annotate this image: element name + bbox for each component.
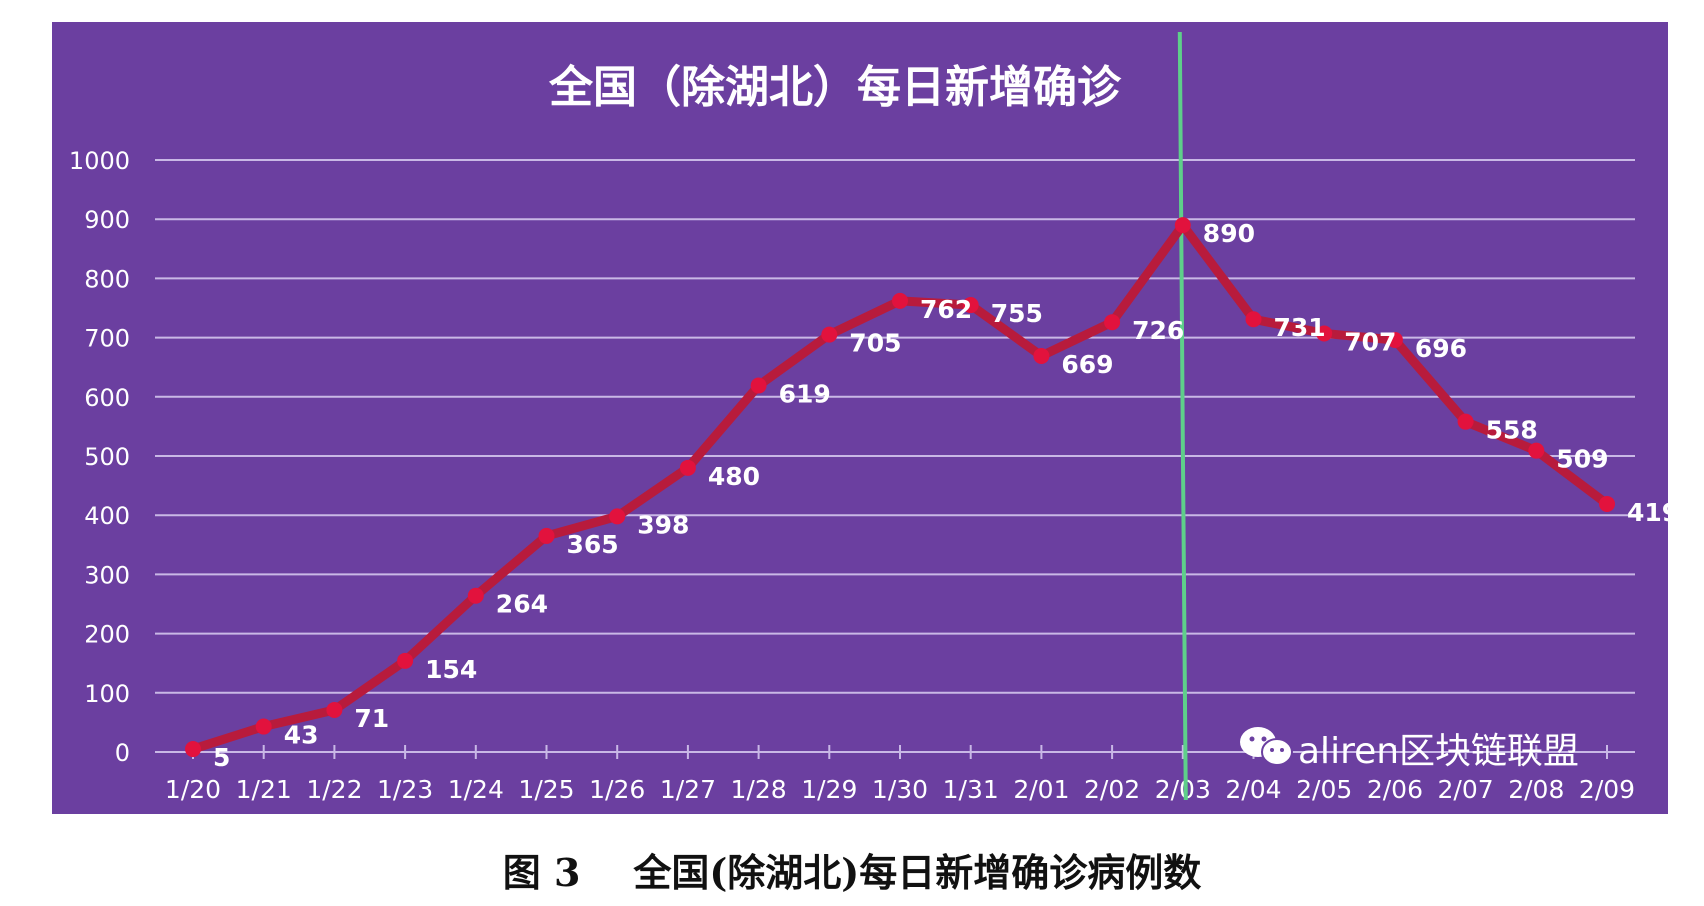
figure-label: 图 3 [502, 850, 581, 895]
data-point [467, 587, 484, 604]
y-tick-label: 1000 [69, 147, 130, 175]
data-label: 509 [1556, 445, 1608, 474]
data-point [892, 292, 908, 309]
x-tick-label: 2/02 [1084, 775, 1140, 804]
y-tick-label: 700 [84, 325, 130, 353]
data-point [538, 527, 555, 544]
figure-caption: 图 3 全国(除湖北)每日新增确诊病例数 [0, 842, 1704, 897]
data-labels: 5 43 71 154 264 365 398 480 619 705 762 755 669 726 89… [213, 219, 1679, 772]
data-label: 43 [284, 721, 319, 750]
data-point [255, 718, 272, 735]
data-label: 365 [567, 530, 619, 559]
vertical-marker-line [1177, 31, 1188, 801]
x-tick-label: 2/03 [1155, 775, 1211, 804]
caption-text: 全国(除湖北)每日新增确诊病例数 [633, 850, 1202, 895]
y-axis-tick-labels: 0 100 200 300 400 500 600 700 800 900 1000 [69, 147, 130, 767]
gridlines [155, 159, 1635, 759]
data-label: 154 [425, 655, 477, 684]
y-tick-label: 0 [115, 739, 130, 767]
data-point [821, 326, 838, 343]
data-point [1386, 331, 1403, 348]
data-label: 890 [1203, 219, 1255, 248]
x-axis-tick-labels: 1/20 1/21 1/22 1/23 1/24 1/25 1/26 1/27 1/28 1/29… [165, 775, 1635, 804]
y-tick-label: 500 [84, 443, 130, 471]
data-label: 755 [991, 299, 1043, 328]
chart-background [52, 22, 1668, 814]
data-point [1599, 495, 1615, 512]
data-label: 398 [637, 510, 689, 539]
data-point [1104, 314, 1121, 331]
data-label: 696 [1415, 334, 1467, 363]
data-point [1033, 347, 1050, 364]
data-label: 5 [213, 743, 230, 772]
chart-title: 全国（除湖北）每日新增确诊 [548, 62, 1122, 113]
x-tick-label: 2/08 [1508, 775, 1564, 804]
x-tick-label: 1/31 [943, 775, 999, 804]
data-label: 619 [779, 380, 831, 409]
data-point [1316, 325, 1333, 342]
x-tick-label: 2/06 [1367, 775, 1423, 804]
x-tick-label: 1/20 [165, 775, 221, 804]
data-point [397, 652, 414, 669]
x-tick-label: 1/28 [731, 775, 787, 804]
x-tick-label: 2/01 [1013, 775, 1069, 804]
series-markers [185, 217, 1615, 758]
x-tick-label: 1/29 [801, 775, 857, 804]
data-point [1457, 413, 1474, 430]
x-tick-label: 1/25 [518, 775, 574, 804]
x-tick-label: 1/26 [589, 775, 645, 804]
y-tick-label: 600 [84, 384, 130, 412]
wechat-icon [1240, 727, 1293, 766]
x-tick-label: 1/22 [306, 775, 362, 804]
x-tick-label: 2/07 [1438, 775, 1494, 804]
data-point [185, 741, 201, 758]
data-point [1174, 217, 1191, 234]
y-tick-label: 900 [84, 206, 130, 234]
x-tick-label: 1/21 [236, 775, 292, 804]
data-label: 264 [496, 590, 548, 619]
data-label: 762 [920, 295, 972, 324]
x-tick-label: 2/05 [1296, 775, 1352, 804]
y-tick-label: 200 [84, 621, 130, 649]
data-point [1245, 311, 1262, 328]
data-label: 726 [1132, 316, 1184, 345]
data-label: 480 [708, 462, 760, 491]
y-tick-label: 100 [84, 680, 130, 708]
watermark: aliren区块链联盟 [1240, 727, 1579, 772]
data-point [326, 701, 343, 718]
y-tick-label: 400 [84, 502, 130, 530]
data-point [750, 377, 767, 394]
x-tick-label: 2/04 [1225, 775, 1281, 804]
data-label: 419 [1627, 498, 1679, 527]
data-point [609, 508, 626, 525]
x-tick-label: 1/24 [448, 775, 504, 804]
data-label: 731 [1274, 313, 1326, 342]
data-label: 705 [849, 329, 901, 358]
x-tick-label: 1/23 [377, 775, 433, 804]
y-tick-label: 800 [84, 265, 130, 293]
x-tick-label: 1/30 [872, 775, 928, 804]
data-label: 707 [1344, 327, 1396, 356]
data-label: 669 [1061, 350, 1113, 379]
data-label: 558 [1486, 416, 1538, 445]
data-point [679, 459, 696, 476]
x-tick-label: 2/09 [1579, 775, 1635, 804]
data-label: 71 [354, 704, 389, 733]
data-point [1528, 442, 1545, 459]
watermark-text: aliren区块链联盟 [1298, 731, 1579, 772]
data-point [962, 297, 979, 314]
y-tick-label: 300 [84, 561, 130, 589]
x-tick-label: 1/27 [660, 775, 716, 804]
